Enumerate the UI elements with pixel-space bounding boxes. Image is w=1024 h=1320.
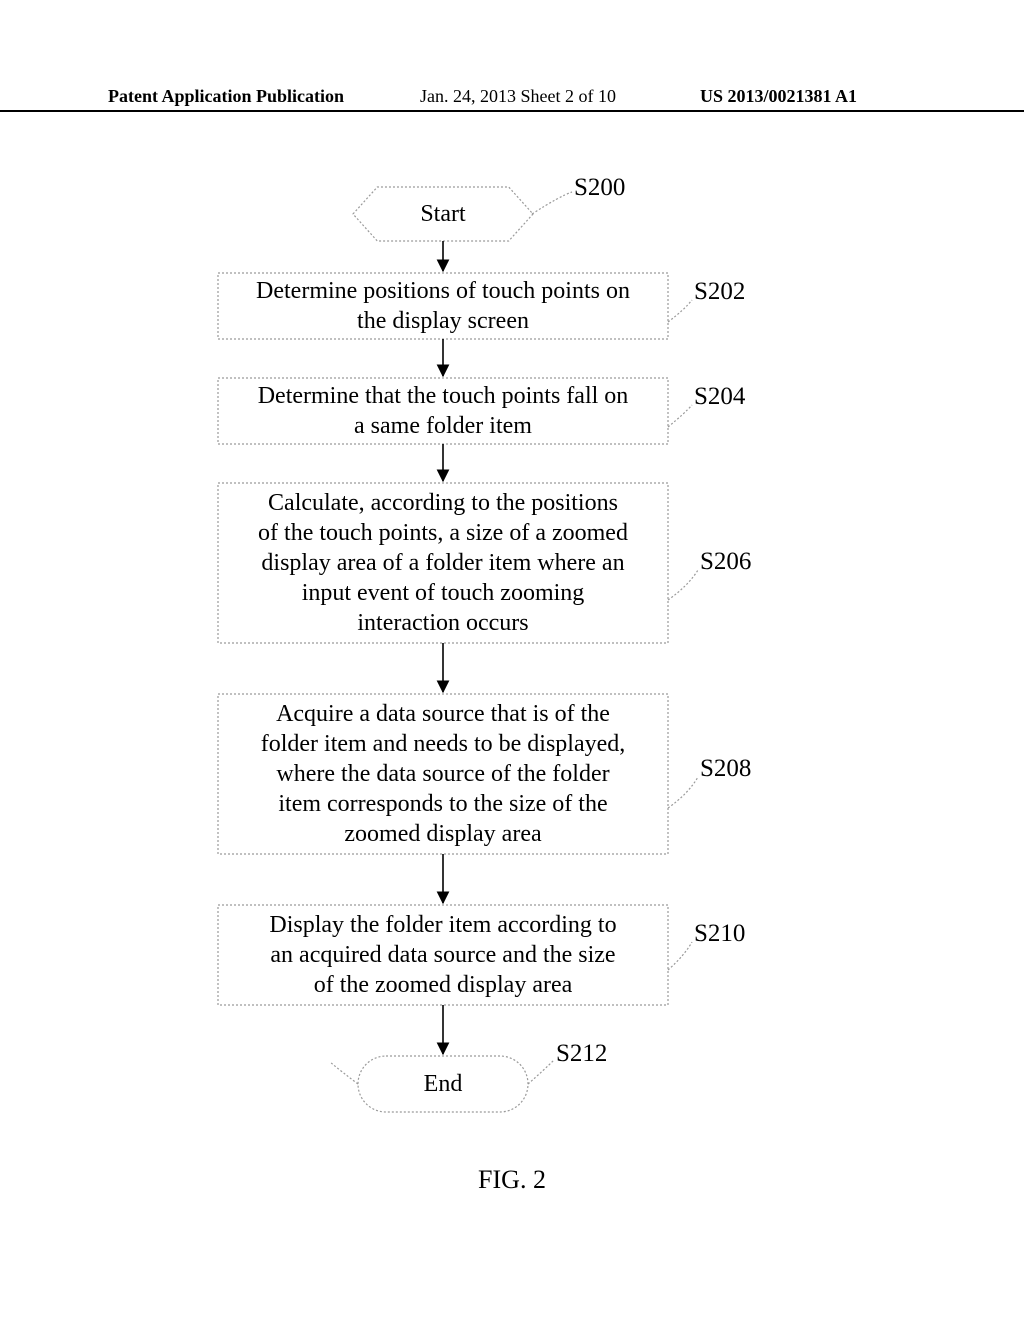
label-s208: S208 (700, 755, 751, 783)
label-s200: S200 (574, 174, 625, 202)
node-text-s202: Determine positions of touch points onth… (222, 273, 664, 339)
node-text-s210: Display the folder item according toan a… (222, 905, 664, 1005)
label-s204: S204 (694, 383, 745, 411)
end-node-text: End (358, 1056, 528, 1112)
label-s210: S210 (694, 920, 745, 948)
label-s206: S206 (700, 548, 751, 576)
node-text-s206: Calculate, according to the positionsof … (222, 483, 664, 643)
start-node-text: Start (353, 187, 533, 241)
label-s212: S212 (556, 1040, 607, 1068)
label-s202: S202 (694, 278, 745, 306)
node-text-s208: Acquire a data source that is of thefold… (222, 694, 664, 854)
figure-label: FIG. 2 (0, 1165, 1024, 1195)
node-text-s204: Determine that the touch points fall ona… (222, 378, 664, 444)
